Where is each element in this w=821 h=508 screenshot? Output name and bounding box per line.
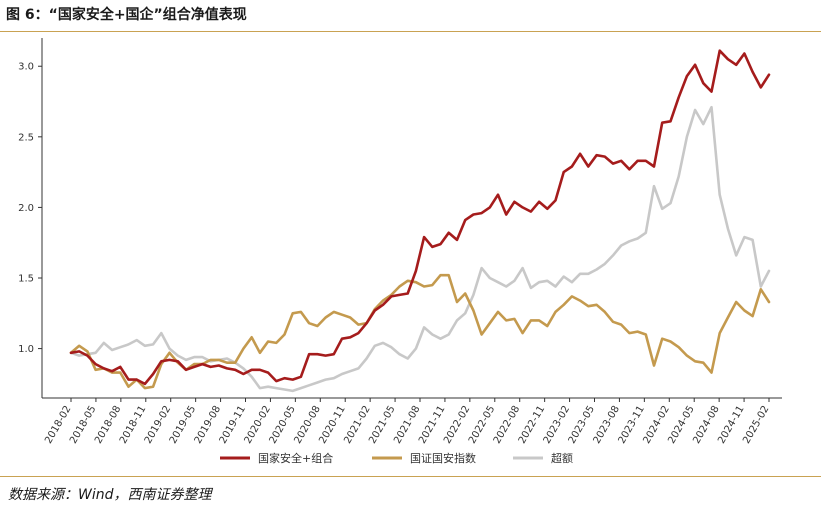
series-line [69,105,771,393]
y-tick-label: 1.5 [18,274,34,285]
series-line [69,273,771,390]
legend-label: 国家安全+组合 [258,451,333,465]
line-chart: 1.01.52.02.53.02018-022018-052018-082018… [18,38,782,465]
y-tick-label: 2.0 [18,203,34,214]
legend-label: 超额 [551,451,573,465]
y-tick-label: 3.0 [18,62,34,73]
legend-label: 国证国安指数 [410,451,476,465]
figure-title: 图 6：“国家安全+国企”组合净值表现 [6,7,247,23]
source-note: 数据来源：Wind，西南证券整理 [8,487,212,503]
chart-series [69,49,771,393]
y-tick-label: 2.5 [18,132,34,143]
series-line [69,49,771,386]
chart-legend: 国家安全+组合 国证国安指数 超额 [220,451,573,465]
bottom-rule [0,476,821,477]
top-rule [0,31,821,32]
y-tick-label: 1.0 [18,344,34,355]
